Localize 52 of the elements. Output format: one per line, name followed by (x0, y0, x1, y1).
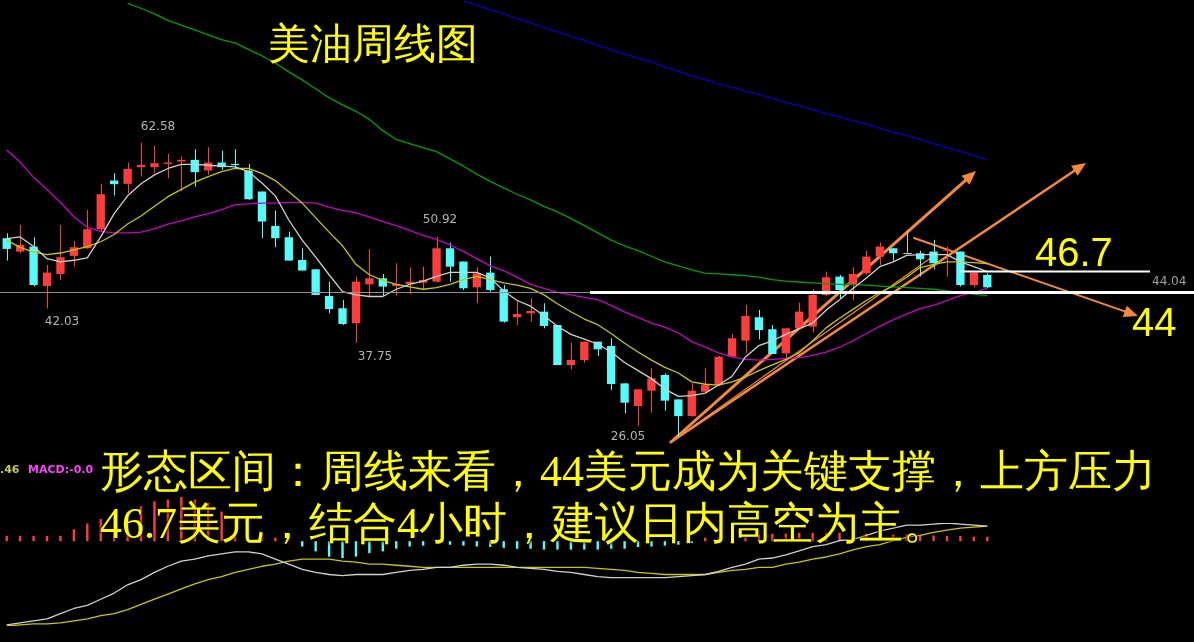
bar (542, 541, 546, 550)
text: 62.58 (140, 119, 176, 134)
candlestick (83, 209, 92, 250)
bar (59, 535, 62, 542)
chart-title: 美油周线图 (268, 20, 478, 69)
ref-line-label: 44.04 (1152, 273, 1187, 288)
bar (556, 541, 559, 550)
ref-line-label: 44 (1132, 299, 1177, 344)
bar (959, 535, 962, 542)
candlestick (338, 299, 347, 326)
candlestick (445, 242, 455, 283)
candlestick (795, 302, 804, 331)
candlestick (271, 210, 280, 248)
bar (86, 523, 89, 542)
candlestick (902, 229, 913, 254)
candlestick (633, 388, 643, 427)
text: 形态区间：周线来看，44美元成为关键支撑，上方压力 (100, 446, 1156, 498)
annotation: 26.05 (610, 429, 646, 444)
candlestick (526, 297, 535, 323)
candlestick (754, 309, 764, 340)
annotation: 37.75 (357, 349, 393, 364)
candlestick (835, 274, 844, 299)
candlestick (324, 281, 334, 314)
candlestick (284, 231, 293, 262)
candlestick (875, 242, 884, 266)
bar (421, 541, 425, 546)
candlestick (177, 155, 186, 192)
bar (32, 535, 35, 542)
text: MACD:-0.0 (28, 462, 94, 476)
bar (663, 541, 667, 546)
annotation: 50.92 (422, 212, 458, 227)
candlestick (620, 382, 629, 414)
annotation: 42.03 (44, 314, 80, 329)
candlestick (701, 367, 710, 394)
candlestick (674, 398, 683, 438)
candlestick (942, 246, 952, 278)
bar (932, 535, 935, 542)
ref-line-label: 46.7 (1035, 229, 1113, 274)
text: .46 (0, 462, 20, 476)
candlestick (862, 250, 871, 276)
bar (301, 541, 304, 547)
candlestick (123, 162, 132, 194)
candlestick (56, 224, 65, 281)
bar (462, 541, 465, 546)
candlestick (365, 248, 374, 298)
candlestick (298, 247, 307, 272)
bar (274, 537, 277, 542)
candlestick (647, 367, 656, 414)
candlestick (566, 342, 576, 370)
candlestick (42, 264, 52, 309)
bar (408, 541, 411, 547)
candlestick (150, 145, 159, 174)
